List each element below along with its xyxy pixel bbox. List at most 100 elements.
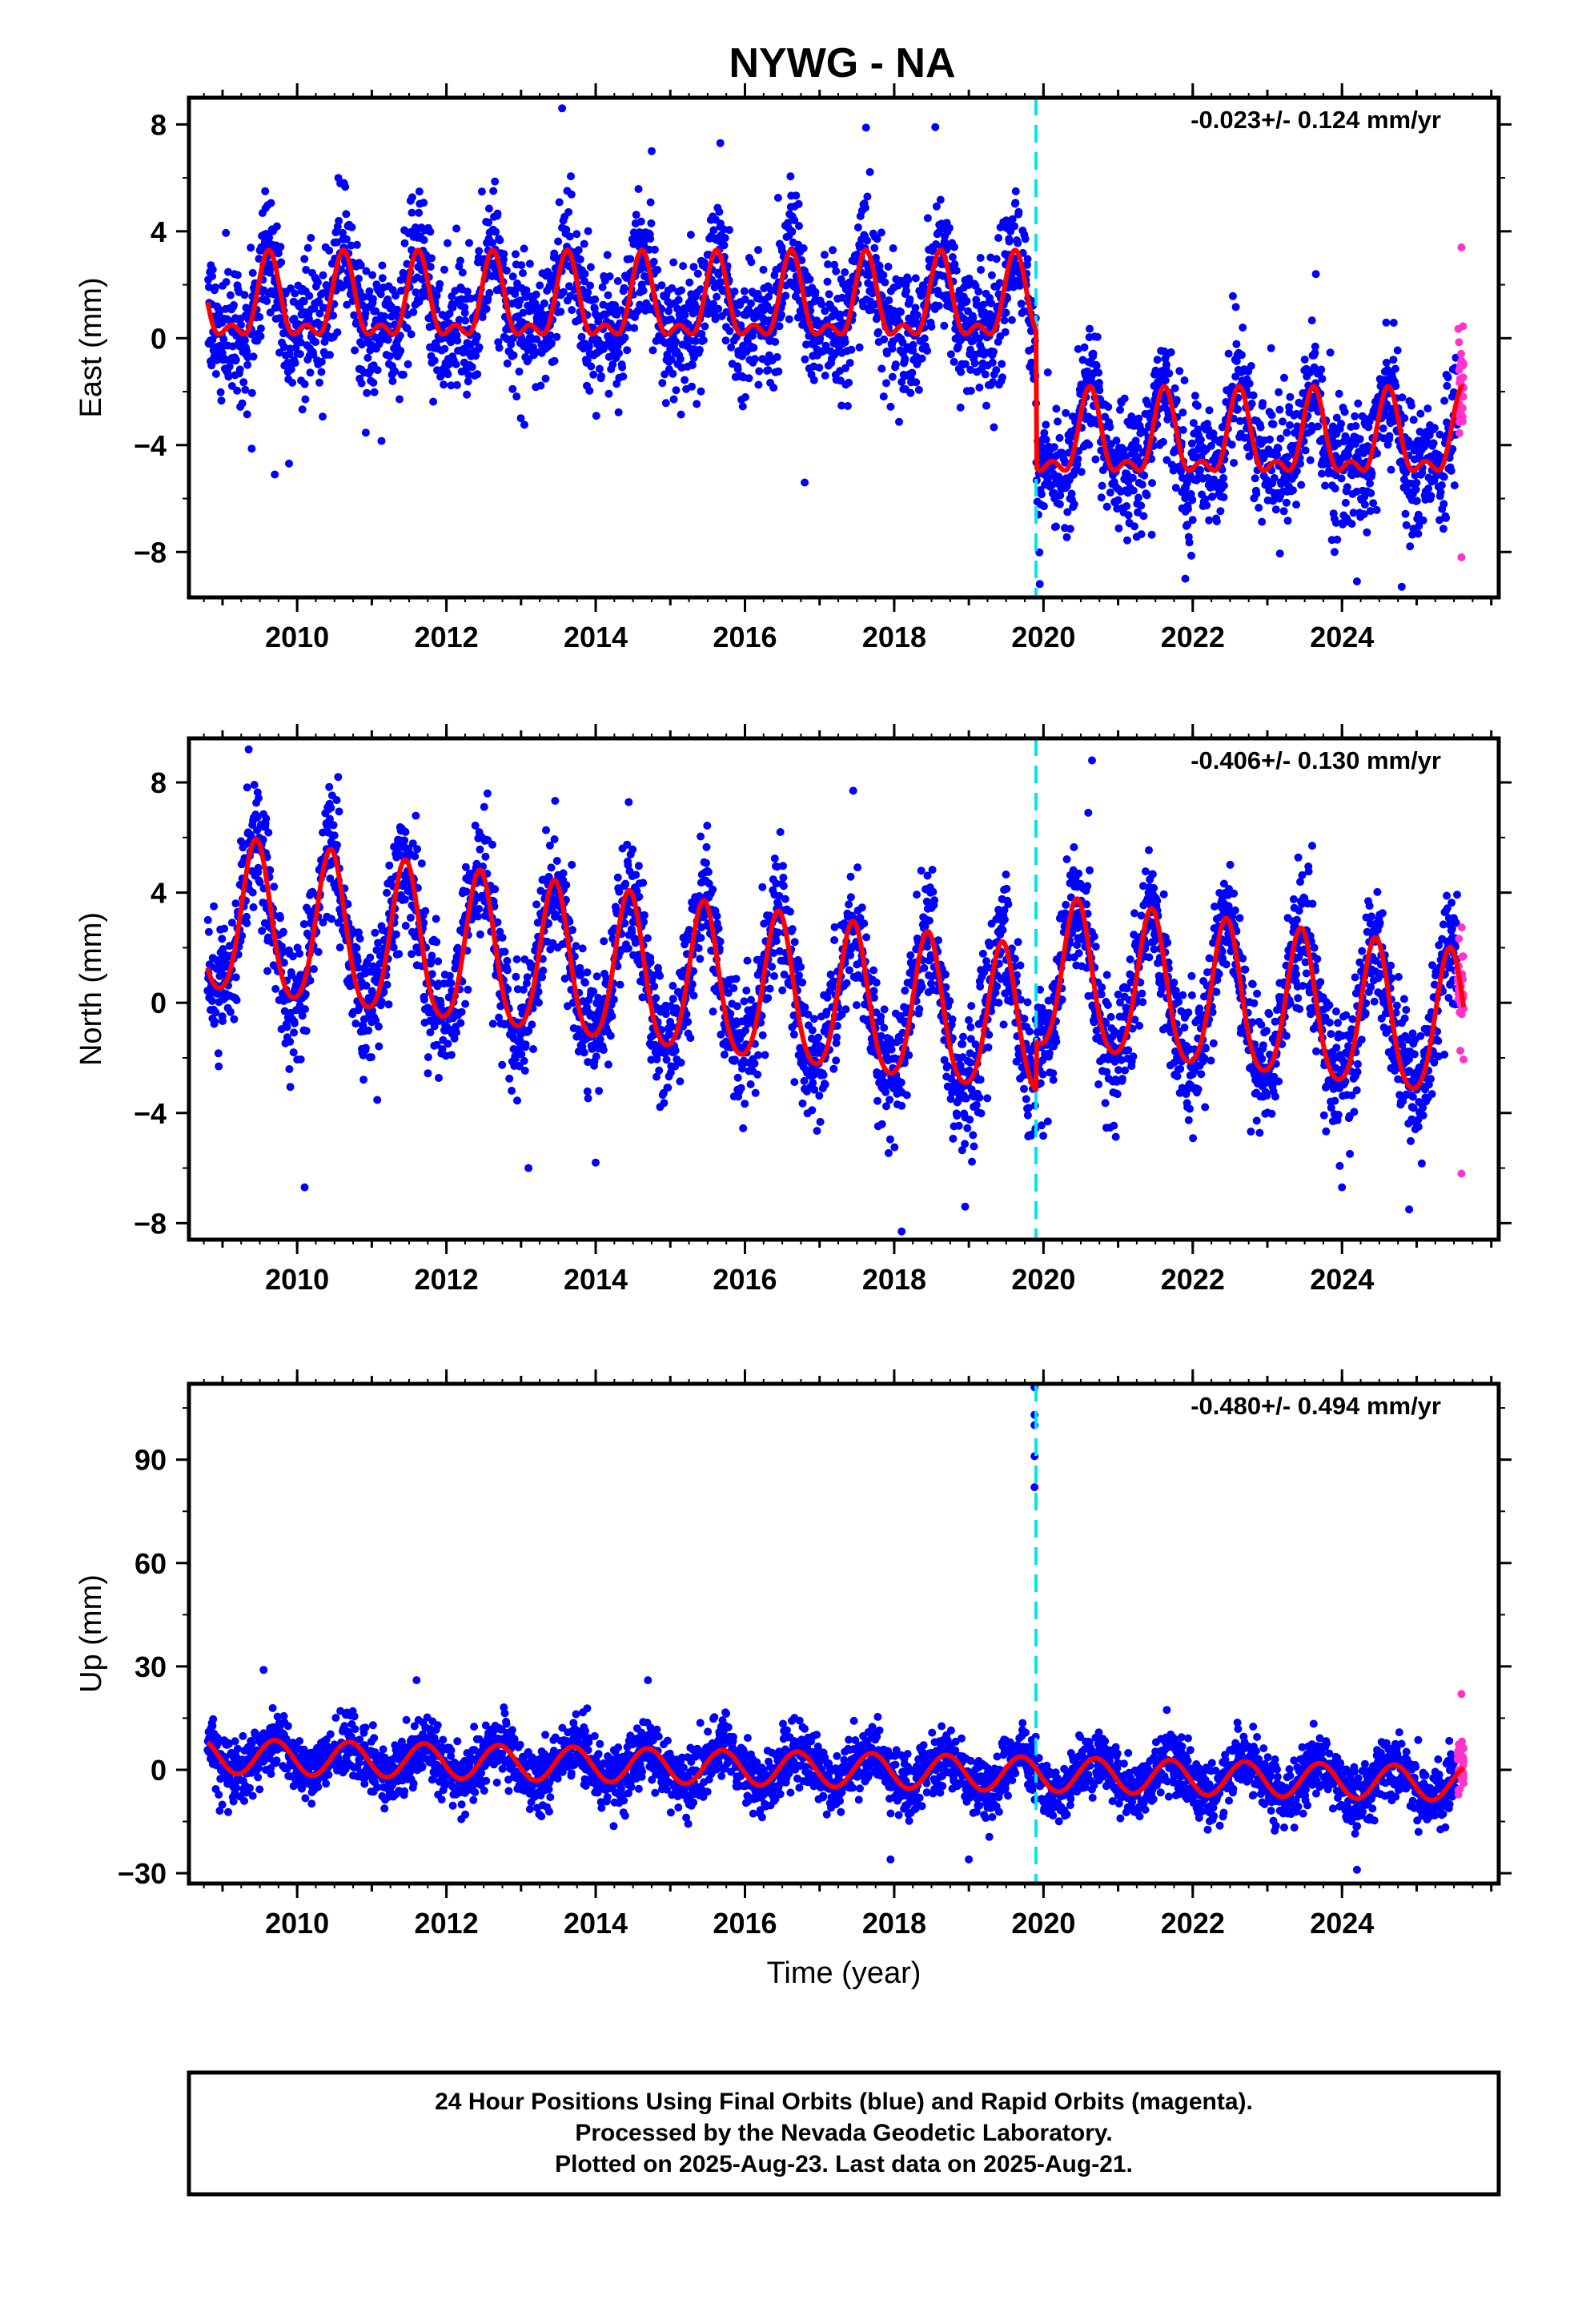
east-y-tick-label: −8 — [134, 536, 167, 569]
east-data-point — [1255, 504, 1263, 512]
east-data-point — [256, 324, 265, 333]
east-data-point — [1010, 222, 1019, 231]
east-data-point — [436, 279, 444, 288]
east-data-point — [1234, 405, 1242, 413]
north-data-point — [226, 1007, 235, 1016]
east-data-point — [1237, 351, 1246, 360]
east-data-point — [714, 304, 723, 313]
east-data-point — [741, 295, 749, 304]
east-data-point — [961, 360, 970, 368]
north-data-point — [520, 1067, 529, 1075]
east-data-point — [932, 202, 941, 211]
north-data-point — [401, 922, 410, 930]
north-plot-area — [203, 738, 1468, 1240]
east-data-point — [650, 245, 659, 254]
north-data-point — [596, 1035, 604, 1043]
east-data-point — [634, 185, 643, 193]
east-data-point — [821, 372, 829, 380]
east-data-point — [686, 231, 695, 239]
east-data-point — [711, 315, 720, 324]
north-data-point — [488, 840, 496, 849]
east-data-point — [279, 343, 288, 352]
east-data-point — [1297, 480, 1306, 489]
east-y-axis-label: East (mm) — [74, 277, 108, 417]
east-data-point — [241, 385, 250, 394]
east-data-point — [1134, 414, 1143, 423]
east-final-orbit-points — [204, 104, 1466, 591]
east-data-point — [1196, 436, 1205, 444]
east-data-point — [865, 167, 874, 176]
east-data-point — [1317, 365, 1326, 374]
east-outlier-point — [1457, 553, 1466, 561]
east-data-point — [995, 279, 1004, 287]
east-data-point — [1443, 373, 1452, 382]
east-data-point — [1172, 396, 1181, 404]
east-data-point — [299, 297, 308, 306]
east-data-point — [1094, 379, 1103, 387]
east-data-point — [365, 287, 374, 296]
east-data-point — [249, 352, 258, 361]
north-data-point — [395, 950, 404, 959]
east-data-point — [1188, 516, 1197, 525]
east-x-ticks — [176, 83, 1512, 612]
east-data-point — [448, 303, 457, 312]
east-data-point — [797, 256, 806, 264]
east-data-point — [630, 324, 639, 332]
east-data-point — [1219, 473, 1228, 482]
east-data-point — [377, 436, 386, 445]
east-data-point — [1185, 538, 1194, 547]
east-data-point — [343, 300, 351, 309]
east-data-point — [1393, 346, 1402, 355]
east-data-point — [1077, 380, 1086, 389]
east-data-point — [1177, 467, 1185, 476]
east-x-tick-label: 2010 — [265, 621, 329, 653]
east-data-point — [536, 381, 545, 390]
east-data-point — [905, 295, 914, 304]
east-data-point — [861, 123, 870, 132]
east-data-point — [452, 224, 461, 233]
east-data-point — [669, 369, 677, 378]
east-data-point — [1398, 393, 1407, 402]
east-data-point — [1382, 358, 1391, 367]
east-data-point — [785, 315, 793, 324]
east-data-point — [576, 255, 584, 263]
east-data-point — [906, 388, 915, 397]
east-data-point — [1424, 485, 1433, 493]
north-data-point — [262, 814, 271, 823]
east-data-point — [923, 347, 932, 355]
east-data-point — [512, 250, 520, 259]
north-data-point — [457, 1007, 466, 1016]
east-data-point — [853, 223, 862, 231]
east-data-point — [1187, 439, 1196, 448]
east-data-point — [1301, 446, 1310, 455]
east-data-point — [891, 360, 900, 369]
east-x-tick-label: 2014 — [564, 621, 628, 653]
east-data-point — [1367, 489, 1375, 497]
east-data-point — [482, 304, 491, 313]
east-data-point — [1389, 356, 1398, 364]
east-data-point — [531, 300, 540, 308]
north-data-point — [243, 783, 251, 792]
north-data-point — [632, 870, 640, 879]
north-data-point — [332, 796, 341, 805]
east-rapid-point — [1459, 361, 1468, 370]
north-data-point — [508, 1087, 516, 1095]
east-data-point — [679, 262, 688, 271]
north-data-point — [290, 1019, 299, 1027]
east-data-point — [580, 277, 589, 286]
north-data-point — [609, 995, 618, 1004]
east-data-point — [1091, 455, 1100, 464]
north-data-point — [335, 943, 344, 952]
east-data-point — [604, 389, 613, 398]
east-data-point — [845, 359, 854, 368]
east-data-point — [725, 327, 734, 336]
east-data-point — [1171, 484, 1180, 493]
east-data-point — [830, 350, 839, 359]
east-data-point — [1369, 499, 1378, 508]
east-data-point — [1292, 501, 1301, 509]
east-data-point — [1408, 530, 1417, 539]
east-data-point — [794, 199, 803, 208]
north-data-point — [628, 845, 637, 854]
east-data-point — [391, 292, 400, 300]
east-data-point — [1314, 422, 1323, 431]
